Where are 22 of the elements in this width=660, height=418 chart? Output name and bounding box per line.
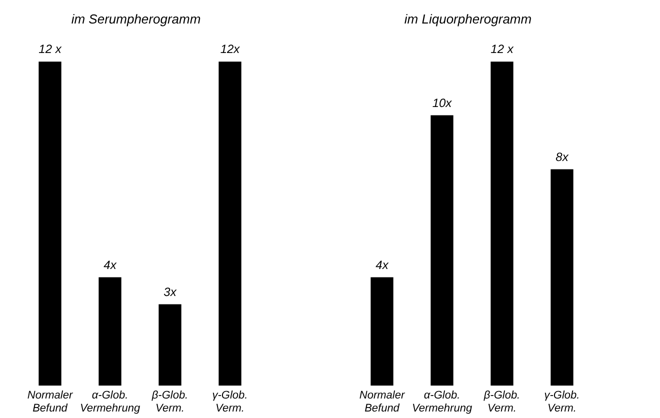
data-label: 4x: [376, 258, 390, 272]
x-tick-label: γ-Glob. Verm.: [544, 389, 580, 414]
data-label: 12 x: [38, 42, 62, 56]
chart-title: im Serumpherogramm: [71, 11, 201, 26]
x-tick-label: α-Glob. Vermehrung: [80, 389, 141, 414]
x-tick-label: α-Glob. Vermehrung: [412, 389, 473, 414]
data-label: 8x: [556, 150, 570, 164]
data-label: 4x: [104, 258, 118, 272]
bar: [550, 169, 574, 386]
bar: [370, 277, 394, 386]
x-tick-label: β-Glob. Verm.: [150, 389, 188, 414]
data-label: 12x: [220, 42, 241, 56]
x-tick-label: β-Glob. Verm.: [482, 389, 520, 414]
x-tick-label: Normaler Befund: [27, 389, 74, 414]
data-label: 12 x: [490, 42, 514, 56]
chart-title: im Liquorpherogramm: [404, 11, 532, 26]
x-tick-label: γ-Glob. Verm.: [212, 389, 248, 414]
bar: [490, 62, 514, 386]
x-tick-label: Normaler Befund: [359, 389, 406, 414]
data-label: 3x: [164, 284, 178, 299]
data-label: 10x: [432, 96, 453, 110]
bar: [430, 115, 454, 386]
